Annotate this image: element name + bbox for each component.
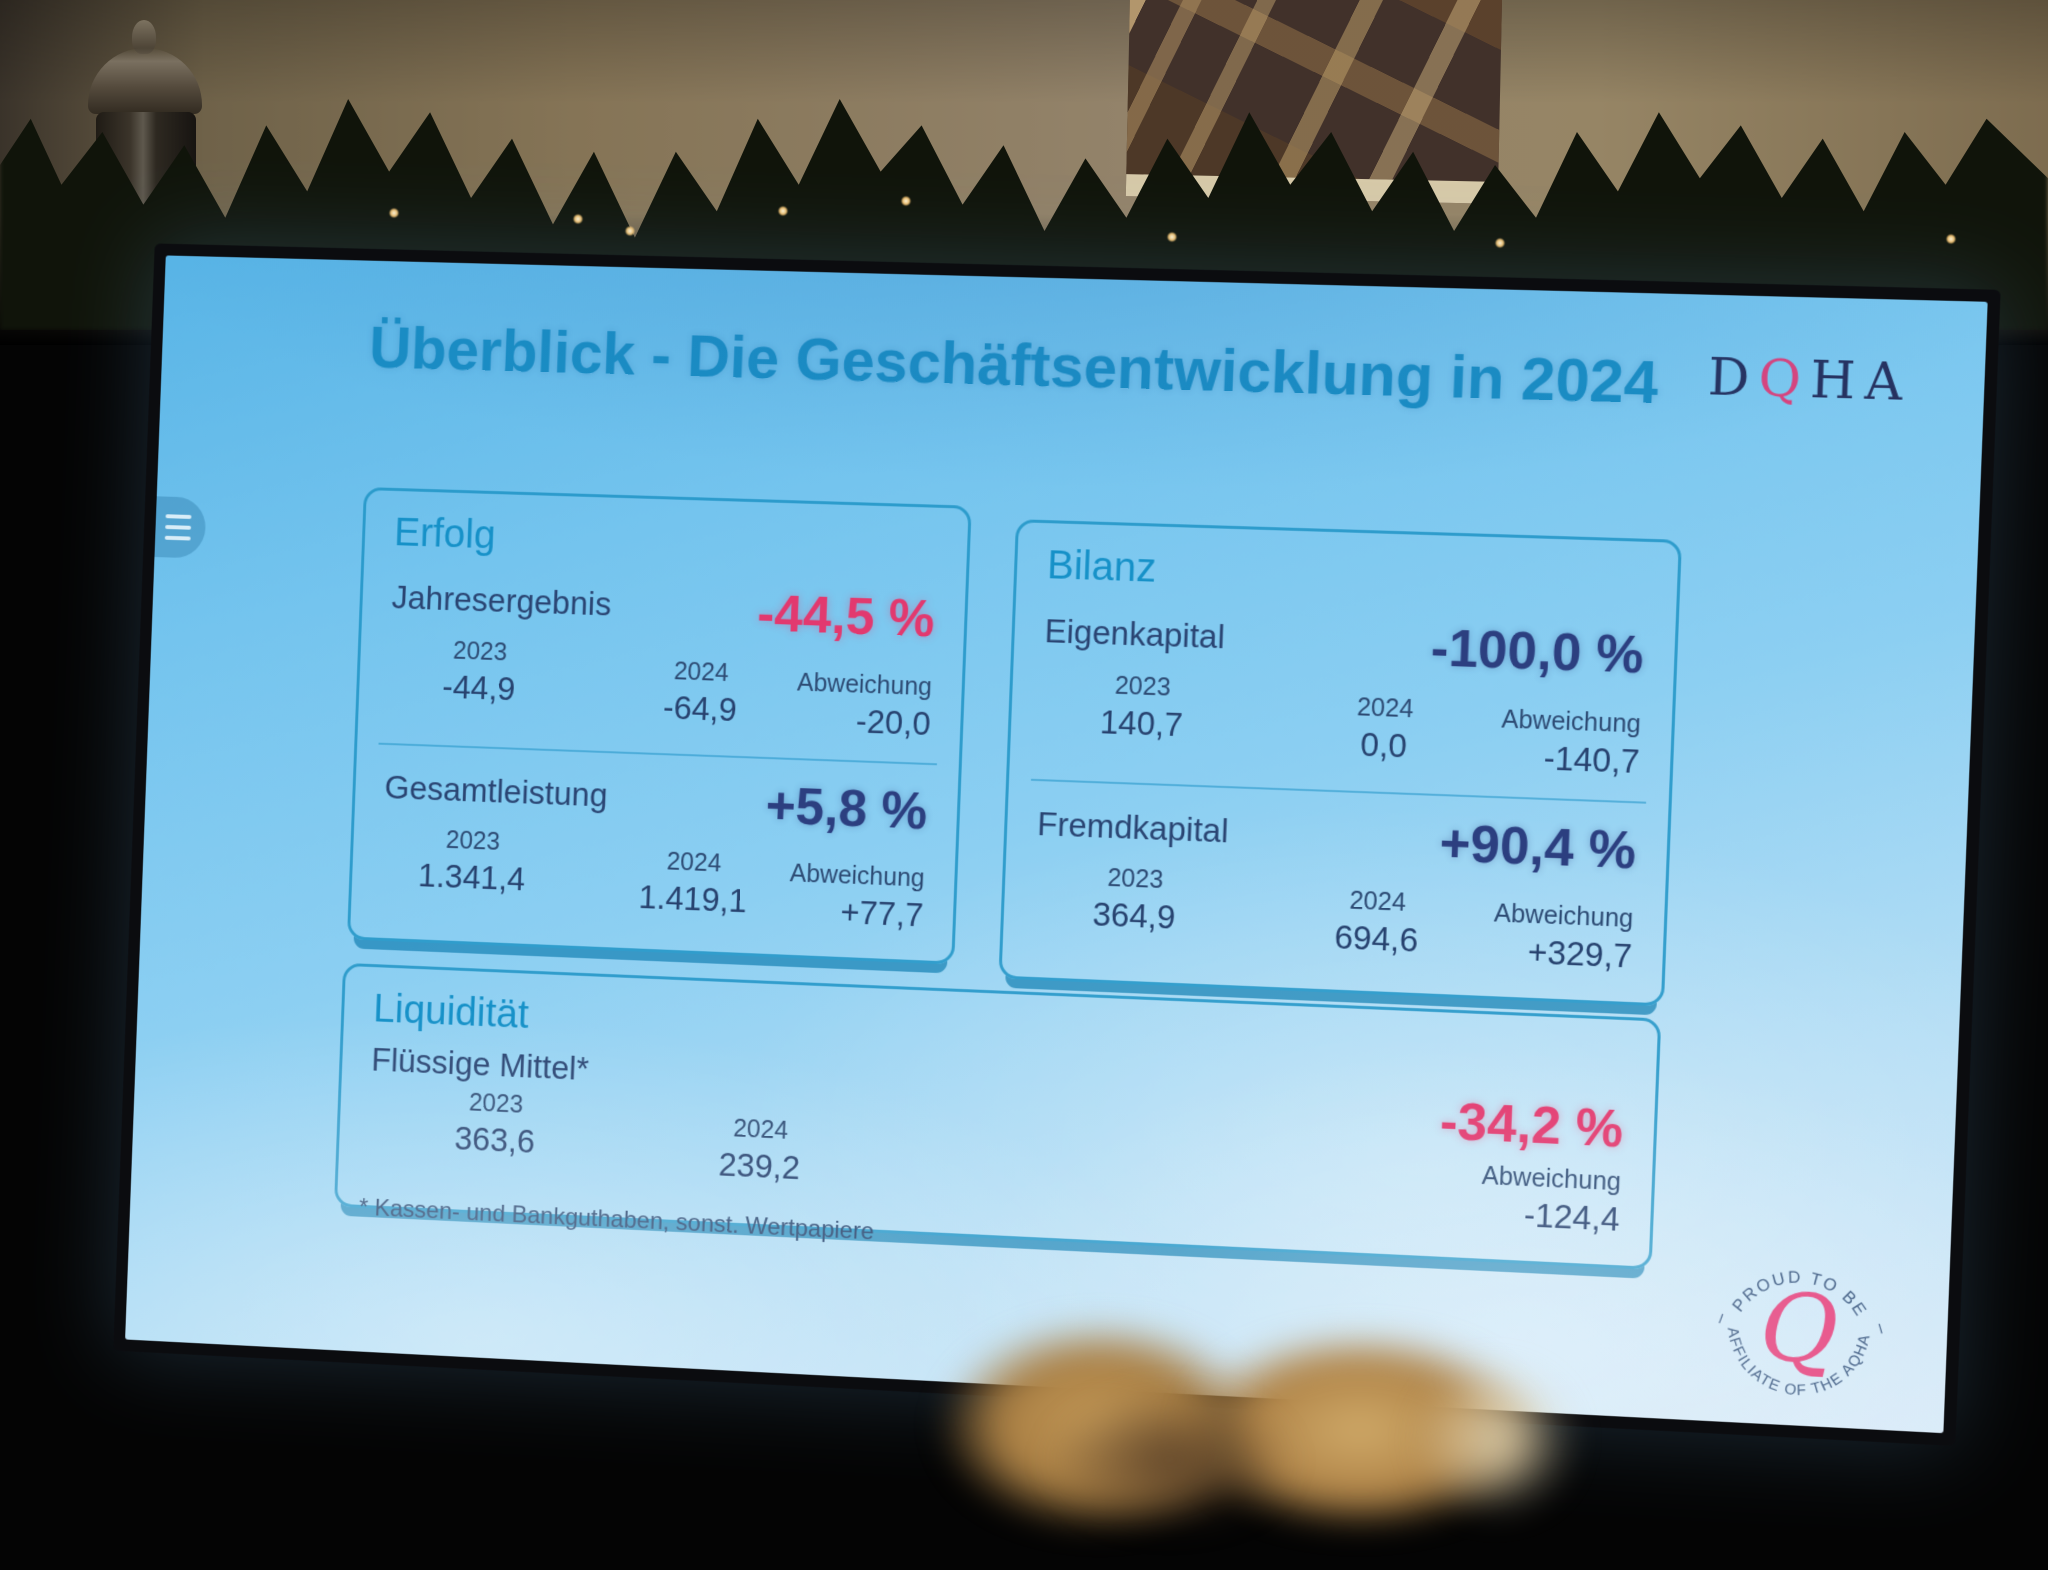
- aqha-affiliate-badge: PROUD TO BE AFFILIATE OF THE AQHA – – Q: [1708, 1265, 1893, 1403]
- garland-light: [1945, 234, 1956, 244]
- year-label: 2024: [673, 656, 730, 687]
- abweichung-value: +329,7: [1526, 933, 1633, 975]
- slide-title: Überblick - Die Geschäftsentwicklung in …: [368, 313, 1660, 417]
- col-abweichung: -34,2 % Abweichung -124,4: [1436, 1078, 1625, 1239]
- badge-dash-right: –: [1871, 1321, 1893, 1336]
- hamburger-icon: [165, 514, 192, 519]
- year-label: 2023: [1106, 864, 1164, 895]
- garland-light: [1167, 232, 1178, 242]
- abweichung-value: -124,4: [1523, 1195, 1621, 1238]
- tv-frame: Überblick - Die Geschäftsentwicklung in …: [113, 243, 2001, 1447]
- col-abweichung: Abweichung -140,7: [1499, 685, 1642, 781]
- year-label: 2023: [468, 1088, 524, 1119]
- col-2024: 2024 239,2: [655, 1097, 865, 1190]
- panel-erfolg-title: Erfolg: [393, 510, 497, 558]
- abweichung-label: Abweichung: [796, 668, 933, 701]
- col-2023: 2023 363,6: [396, 1085, 594, 1177]
- year-value: -64,9: [662, 688, 738, 728]
- metric-label: Gesamtleistung: [383, 768, 609, 814]
- year-label: 2024: [1348, 886, 1407, 918]
- year-label: 2024: [666, 847, 722, 878]
- badge-q-letter: Q: [1758, 1272, 1840, 1385]
- panel-erfolg: Erfolg Jahresergebnis -44,5 % 2023 -44,9…: [346, 487, 972, 965]
- presentation-slide: Überblick - Die Geschäftsentwicklung in …: [125, 255, 1988, 1434]
- col-abweichung: Abweichung +329,7: [1492, 879, 1635, 976]
- col-2024: 2024 694,6: [1269, 870, 1485, 969]
- metric-gesamtleistung: Gesamtleistung +5,8 % 2023 1.341,4 2024 …: [380, 762, 928, 934]
- year-value: 239,2: [717, 1145, 801, 1187]
- abweichung-value: -140,7: [1542, 738, 1641, 780]
- col-2024: 2024 1.419,1: [596, 832, 791, 929]
- year-label: 2024: [1356, 692, 1414, 723]
- panel-divider: [1030, 778, 1647, 804]
- year-value: 0,0: [1359, 725, 1408, 765]
- metric-label: Jahresergebnis: [391, 578, 612, 623]
- abweichung-value: +77,7: [839, 893, 924, 934]
- year-value: 363,6: [453, 1119, 536, 1160]
- garland-light: [389, 208, 400, 218]
- metric-percent: -100,0 %: [1429, 618, 1645, 685]
- metric-percent: -34,2 %: [1439, 1092, 1625, 1159]
- col-2023: 2023 364,9: [1032, 861, 1236, 959]
- year-value: 1.341,4: [417, 856, 526, 898]
- panel-divider: [378, 742, 938, 765]
- abweichung-label: Abweichung: [1493, 899, 1634, 934]
- garland-light: [1495, 238, 1506, 248]
- garland-light: [573, 214, 584, 224]
- panel-bilanz: Bilanz Eigenkapital -100,0 % 2023 140,7 …: [998, 519, 1682, 1007]
- metric-eigenkapital: Eigenkapital -100,0 % 2023 140,7 2024 0,…: [1040, 606, 1645, 781]
- col-2023: 2023 140,7: [1040, 669, 1244, 766]
- hamburger-menu-tab[interactable]: [154, 496, 207, 559]
- year-label: 2023: [1114, 671, 1172, 702]
- abweichung-label: Abweichung: [1501, 704, 1642, 739]
- year-value: 140,7: [1099, 702, 1184, 743]
- stein-lid: [88, 48, 202, 114]
- metric-percent: +5,8 %: [764, 776, 929, 841]
- metric-label: Eigenkapital: [1044, 612, 1226, 656]
- abweichung-label: Abweichung: [789, 859, 926, 893]
- garland-light: [624, 226, 635, 236]
- dqha-logo-letter-q: Q: [1757, 348, 1812, 410]
- year-value: -44,9: [441, 667, 517, 707]
- metric-fremdkapital: Fremdkapital +90,4 % 2023 364,9 2024 694…: [1032, 799, 1637, 976]
- garland-light: [901, 196, 912, 206]
- dqha-logo-letters: HA: [1809, 350, 1913, 413]
- metric-jahresergebnis: Jahresergebnis -44,5 % 2023 -44,9 2024 -…: [387, 573, 936, 743]
- year-value: 364,9: [1091, 895, 1177, 936]
- panel-bilanz-title: Bilanz: [1046, 543, 1158, 591]
- col-2024: 2024 -64,9: [603, 642, 798, 738]
- year-label: 2023: [445, 826, 501, 856]
- year-value: 1.419,1: [637, 878, 748, 920]
- metric-label: Fremdkapital: [1036, 804, 1230, 850]
- abweichung-label: Abweichung: [1481, 1161, 1622, 1196]
- badge-dash-left: –: [1708, 1309, 1731, 1326]
- metric-percent: -44,5 %: [756, 584, 936, 649]
- year-value: 694,6: [1333, 918, 1419, 959]
- year-label: 2023: [452, 636, 508, 666]
- col-2024: 2024 0,0: [1277, 677, 1493, 775]
- abweichung-value: -20,0: [855, 702, 932, 742]
- col-2023: 2023 -44,9: [387, 634, 571, 729]
- col-abweichung: Abweichung -20,0: [795, 648, 933, 742]
- garland-light: [778, 206, 789, 216]
- dqha-logo-letter: D: [1706, 347, 1760, 408]
- col-2023: 2023 1.341,4: [380, 824, 564, 920]
- col-abweichung: Abweichung +77,7: [788, 840, 926, 935]
- metric-percent: +90,4 %: [1438, 813, 1638, 881]
- dqha-logo: DQHA: [1707, 348, 1913, 413]
